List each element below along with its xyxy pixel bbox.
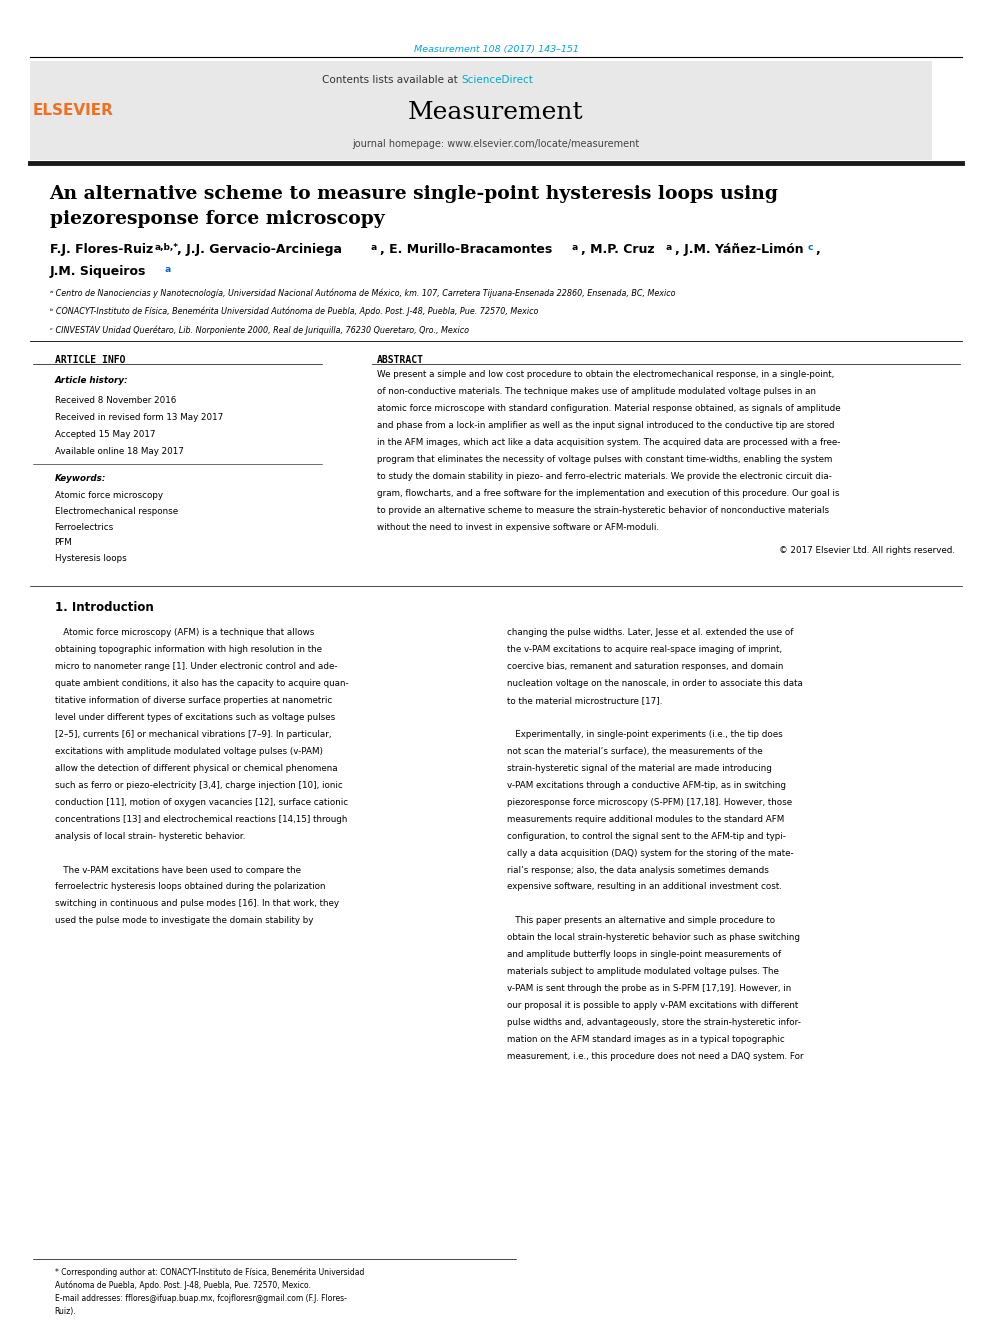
Text: and amplitude butterfly loops in single-point measurements of: and amplitude butterfly loops in single-…	[507, 950, 781, 959]
Text: ARTICLE INFO: ARTICLE INFO	[55, 355, 125, 365]
Text: ᵇ CONACYT-Instituto de Física, Benemérita Universidad Autónoma de Puebla, Apdo. : ᵇ CONACYT-Instituto de Física, Benemérit…	[50, 307, 538, 316]
Text: allow the detection of different physical or chemical phenomena: allow the detection of different physica…	[55, 763, 337, 773]
Text: Available online 18 May 2017: Available online 18 May 2017	[55, 447, 184, 456]
Text: a,b,*: a,b,*	[155, 243, 179, 253]
Text: Hysteresis loops: Hysteresis loops	[55, 554, 126, 564]
Text: , M.P. Cruz: , M.P. Cruz	[581, 243, 655, 257]
Text: Article history:: Article history:	[55, 376, 128, 385]
Text: piezoresponse force microscopy (S-PFM) [17,18]. However, those: piezoresponse force microscopy (S-PFM) […	[507, 798, 792, 807]
Text: atomic force microscope with standard configuration. Material response obtained,: atomic force microscope with standard co…	[377, 405, 840, 413]
Text: pulse widths and, advantageously, store the strain-hysteretic infor-: pulse widths and, advantageously, store …	[507, 1017, 801, 1027]
Text: cally a data acquisition (DAQ) system for the storing of the mate-: cally a data acquisition (DAQ) system fo…	[507, 848, 794, 857]
Text: coercive bias, remanent and saturation responses, and domain: coercive bias, remanent and saturation r…	[507, 663, 784, 671]
Text: PFM: PFM	[55, 538, 72, 548]
Text: titative information of diverse surface properties at nanometric: titative information of diverse surface …	[55, 696, 331, 705]
Text: mation on the AFM standard images as in a typical topographic: mation on the AFM standard images as in …	[507, 1035, 785, 1044]
Text: , J.J. Gervacio-Arciniega: , J.J. Gervacio-Arciniega	[177, 243, 341, 257]
Text: our proposal it is possible to apply v-PAM excitations with different: our proposal it is possible to apply v-P…	[507, 1002, 799, 1009]
Text: c: c	[805, 243, 813, 253]
Text: Received 8 November 2016: Received 8 November 2016	[55, 396, 176, 405]
Text: conduction [11], motion of oxygen vacancies [12], surface cationic: conduction [11], motion of oxygen vacanc…	[55, 798, 347, 807]
Text: ScienceDirect: ScienceDirect	[461, 75, 533, 86]
Text: nucleation voltage on the nanoscale, in order to associate this data: nucleation voltage on the nanoscale, in …	[507, 679, 803, 688]
Text: switching in continuous and pulse modes [16]. In that work, they: switching in continuous and pulse modes …	[55, 900, 338, 909]
Text: excitations with amplitude modulated voltage pulses (v-PAM): excitations with amplitude modulated vol…	[55, 747, 322, 755]
Text: Experimentally, in single-point experiments (i.e., the tip does: Experimentally, in single-point experime…	[507, 730, 783, 740]
Text: v-PAM excitations through a conductive AFM-tip, as in switching: v-PAM excitations through a conductive A…	[507, 781, 786, 790]
Text: Measurement 108 (2017) 143–151: Measurement 108 (2017) 143–151	[414, 45, 578, 54]
Text: * Corresponding author at: CONACYT-Instituto de Física, Benemérita Universidad: * Corresponding author at: CONACYT-Insti…	[55, 1267, 364, 1277]
Text: Contents lists available at: Contents lists available at	[322, 75, 461, 86]
Text: Keywords:: Keywords:	[55, 474, 106, 483]
Text: The v-PAM excitations have been used to compare the: The v-PAM excitations have been used to …	[55, 865, 301, 875]
Text: Atomic force microscopy: Atomic force microscopy	[55, 491, 163, 500]
Text: piezoresponse force microscopy: piezoresponse force microscopy	[50, 210, 384, 229]
Text: Measurement: Measurement	[408, 101, 584, 123]
Text: Atomic force microscopy (AFM) is a technique that allows: Atomic force microscopy (AFM) is a techn…	[55, 628, 313, 638]
Text: [2–5], currents [6] or mechanical vibrations [7–9]. In particular,: [2–5], currents [6] or mechanical vibrat…	[55, 730, 331, 740]
Text: v-PAM is sent through the probe as in S-PFM [17,19]. However, in: v-PAM is sent through the probe as in S-…	[507, 984, 792, 994]
Text: Received in revised form 13 May 2017: Received in revised form 13 May 2017	[55, 413, 223, 422]
Text: concentrations [13] and electrochemical reactions [14,15] through: concentrations [13] and electrochemical …	[55, 815, 347, 824]
Text: strain-hysteretic signal of the material are made introducing: strain-hysteretic signal of the material…	[507, 763, 772, 773]
Text: analysis of local strain- hysteretic behavior.: analysis of local strain- hysteretic beh…	[55, 832, 245, 840]
Text: program that eliminates the necessity of voltage pulses with constant time-width: program that eliminates the necessity of…	[377, 455, 832, 464]
Text: rial’s response; also, the data analysis sometimes demands: rial’s response; also, the data analysis…	[507, 865, 769, 875]
Text: configuration, to control the signal sent to the AFM-tip and typi-: configuration, to control the signal sen…	[507, 832, 786, 840]
Text: a: a	[368, 243, 377, 253]
Text: in the AFM images, which act like a data acquisition system. The acquired data a: in the AFM images, which act like a data…	[377, 438, 840, 447]
Text: Ferroelectrics: Ferroelectrics	[55, 523, 114, 532]
Text: gram, flowcharts, and a free software for the implementation and execution of th: gram, flowcharts, and a free software fo…	[377, 490, 839, 497]
Text: not scan the material’s surface), the measurements of the: not scan the material’s surface), the me…	[507, 747, 763, 755]
Text: , J.M. Yáñez-Limón: , J.M. Yáñez-Limón	[675, 243, 804, 257]
Text: , E. Murillo-Bracamontes: , E. Murillo-Bracamontes	[380, 243, 553, 257]
Text: to the material microstructure [17].: to the material microstructure [17].	[507, 696, 663, 705]
Text: a: a	[162, 265, 171, 274]
Text: ELSEVIER: ELSEVIER	[33, 103, 114, 118]
Text: expensive software, resulting in an additional investment cost.: expensive software, resulting in an addi…	[507, 882, 782, 892]
Text: a: a	[569, 243, 578, 253]
Text: materials subject to amplitude modulated voltage pulses. The: materials subject to amplitude modulated…	[507, 967, 779, 976]
Text: quate ambient conditions, it also has the capacity to acquire quan-: quate ambient conditions, it also has th…	[55, 679, 348, 688]
Text: to study the domain stability in piezo- and ferro-electric materials. We provide: to study the domain stability in piezo- …	[377, 472, 832, 482]
Text: An alternative scheme to measure single-point hysteresis loops using: An alternative scheme to measure single-…	[50, 185, 779, 204]
Text: Autónoma de Puebla, Apdo. Post. J-48, Puebla, Pue. 72570, Mexico.: Autónoma de Puebla, Apdo. Post. J-48, Pu…	[55, 1281, 310, 1290]
Text: This paper presents an alternative and simple procedure to: This paper presents an alternative and s…	[507, 917, 775, 925]
Text: measurements require additional modules to the standard AFM: measurements require additional modules …	[507, 815, 784, 824]
Text: J.M. Siqueiros: J.M. Siqueiros	[50, 265, 146, 278]
Text: such as ferro or piezo-electricity [3,4], charge injection [10], ionic: such as ferro or piezo-electricity [3,4]…	[55, 781, 342, 790]
Text: obtain the local strain-hysteretic behavior such as phase switching: obtain the local strain-hysteretic behav…	[507, 933, 800, 942]
Text: 1. Introduction: 1. Introduction	[55, 601, 154, 614]
Text: journal homepage: www.elsevier.com/locate/measurement: journal homepage: www.elsevier.com/locat…	[352, 139, 640, 149]
Text: ABSTRACT: ABSTRACT	[377, 355, 424, 365]
Text: a: a	[663, 243, 672, 253]
Text: ᵃ Centro de Nanociencias y Nanotecnología, Universidad Nacional Autónoma de Méxi: ᵃ Centro de Nanociencias y Nanotecnologí…	[50, 288, 676, 298]
Text: E-mail addresses: fflores@ifuap.buap.mx, fcojfloresr@gmail.com (F.J. Flores-: E-mail addresses: fflores@ifuap.buap.mx,…	[55, 1294, 346, 1303]
Text: to provide an alternative scheme to measure the strain-hysteretic behavior of no: to provide an alternative scheme to meas…	[377, 505, 829, 515]
Text: Accepted 15 May 2017: Accepted 15 May 2017	[55, 430, 155, 439]
Text: obtaining topographic information with high resolution in the: obtaining topographic information with h…	[55, 646, 321, 655]
Text: We present a simple and low cost procedure to obtain the electromechanical respo: We present a simple and low cost procedu…	[377, 370, 834, 380]
Text: level under different types of excitations such as voltage pulses: level under different types of excitatio…	[55, 713, 335, 722]
Text: used the pulse mode to investigate the domain stability by: used the pulse mode to investigate the d…	[55, 917, 312, 925]
Text: without the need to invest in expensive software or AFM-moduli.: without the need to invest in expensive …	[377, 523, 659, 532]
Text: ,: ,	[815, 243, 820, 257]
Text: changing the pulse widths. Later, Jesse et al. extended the use of: changing the pulse widths. Later, Jesse …	[507, 628, 794, 638]
Text: of non-conductive materials. The technique makes use of amplitude modulated volt: of non-conductive materials. The techniq…	[377, 388, 816, 397]
Text: ferroelectric hysteresis loops obtained during the polarization: ferroelectric hysteresis loops obtained …	[55, 882, 325, 892]
Text: © 2017 Elsevier Ltd. All rights reserved.: © 2017 Elsevier Ltd. All rights reserved…	[780, 546, 955, 556]
Text: the v-PAM excitations to acquire real-space imaging of imprint,: the v-PAM excitations to acquire real-sp…	[507, 646, 782, 655]
Text: Electromechanical response: Electromechanical response	[55, 507, 178, 516]
Text: measurement, i.e., this procedure does not need a DAQ system. For: measurement, i.e., this procedure does n…	[507, 1052, 804, 1061]
Text: micro to nanometer range [1]. Under electronic control and ade-: micro to nanometer range [1]. Under elec…	[55, 663, 337, 671]
Text: and phase from a lock-in amplifier as well as the input signal introduced to the: and phase from a lock-in amplifier as we…	[377, 421, 834, 430]
Text: ᶜ CINVESTAV Unidad Querétaro, Lib. Norponiente 2000, Real de Juriquilla, 76230 Q: ᶜ CINVESTAV Unidad Querétaro, Lib. Norpo…	[50, 325, 468, 335]
Text: Ruiz).: Ruiz).	[55, 1307, 76, 1316]
Text: F.J. Flores-Ruiz: F.J. Flores-Ruiz	[50, 243, 153, 257]
